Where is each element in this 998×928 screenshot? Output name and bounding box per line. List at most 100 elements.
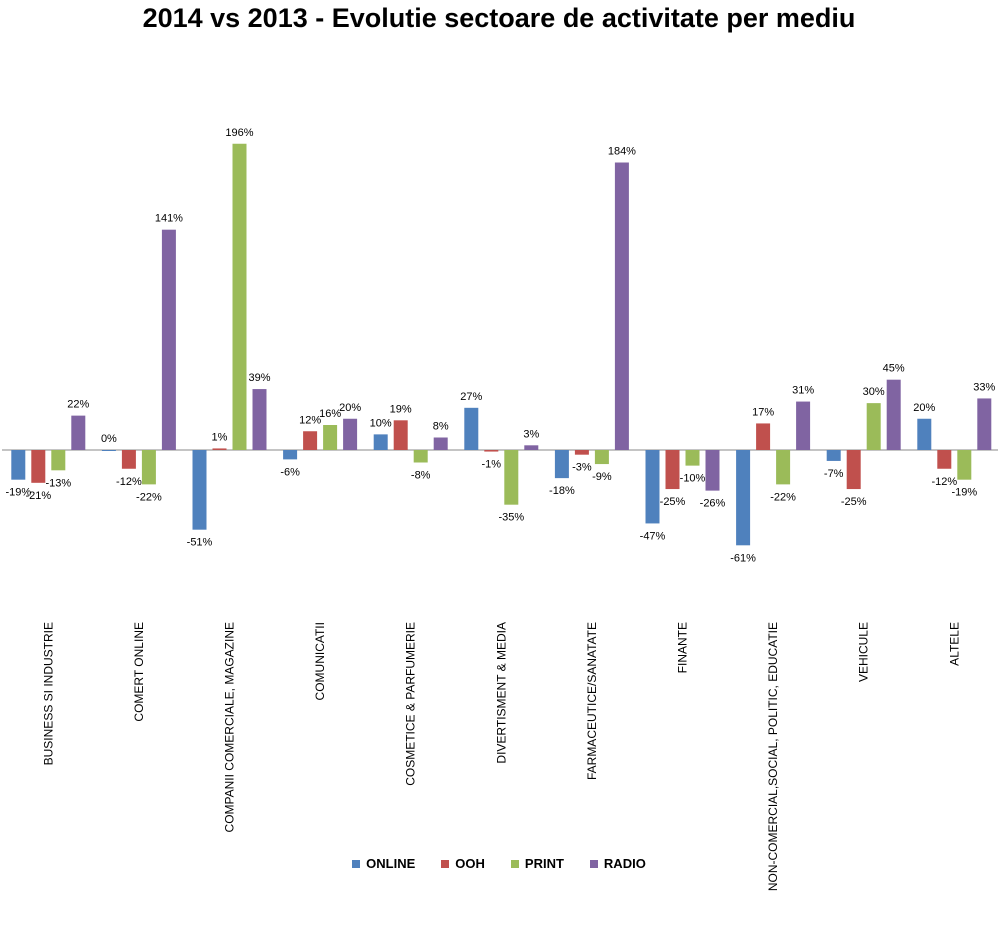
- bar-print-3: [323, 425, 338, 450]
- bar-print-8: [776, 450, 791, 485]
- bar-radio-0: [71, 415, 86, 450]
- data-label-radio-1: 141%: [155, 213, 183, 225]
- bar-online-4: [373, 434, 388, 450]
- bar-ooh-10: [937, 450, 952, 469]
- legend-swatch: [589, 859, 598, 868]
- data-label-online-7: -47%: [640, 530, 666, 542]
- legend-swatch: [510, 859, 519, 868]
- data-label-print-10: -19%: [951, 487, 977, 499]
- bar-print-0: [51, 450, 66, 471]
- bar-print-9: [866, 403, 881, 450]
- data-label-print-6: -9%: [592, 471, 612, 483]
- bar-ooh-6: [574, 450, 589, 455]
- data-label-online-0: -19%: [5, 487, 31, 499]
- data-label-print-1: -22%: [136, 491, 162, 503]
- category-label-4: COSMETICE & PARFUMERIE: [404, 622, 418, 786]
- data-label-print-7: -10%: [680, 473, 706, 485]
- data-label-radio-6: 184%: [608, 146, 636, 158]
- chart-title: 2014 vs 2013 - Evolutie sectoare de acti…: [142, 3, 856, 33]
- data-label-print-2: 196%: [225, 127, 253, 139]
- bar-print-2: [232, 143, 247, 450]
- bar-online-8: [736, 450, 751, 546]
- legend-label: OOH: [455, 856, 485, 871]
- legend-label: RADIO: [603, 856, 646, 871]
- bar-radio-6: [614, 162, 629, 450]
- category-label-3: COMUNICATII: [313, 622, 327, 700]
- data-label-radio-9: 45%: [883, 363, 905, 375]
- bar-radio-5: [524, 445, 539, 450]
- bar-online-5: [464, 407, 479, 450]
- bar-radio-2: [252, 389, 267, 450]
- data-label-online-3: -6%: [280, 466, 300, 478]
- data-label-print-5: -35%: [498, 512, 524, 524]
- data-label-online-9: -7%: [824, 468, 844, 480]
- bar-print-10: [957, 450, 972, 480]
- category-label-7: FINANTE: [676, 622, 690, 673]
- data-label-radio-5: 3%: [523, 428, 539, 440]
- bar-online-1: [101, 450, 116, 451]
- legend-item-radio: RADIO: [589, 856, 646, 871]
- legend-label: PRINT: [524, 856, 564, 871]
- bar-ooh-7: [665, 450, 680, 490]
- bar-radio-9: [886, 379, 901, 450]
- bar-print-1: [141, 450, 156, 485]
- bar-radio-4: [433, 437, 448, 450]
- bar-ooh-1: [121, 450, 136, 469]
- category-label-1: COMERT ONLINE: [132, 622, 146, 722]
- data-label-online-8: -61%: [730, 552, 756, 564]
- data-label-radio-0: 22%: [67, 399, 89, 411]
- bar-online-6: [554, 450, 569, 479]
- bar-ooh-5: [484, 450, 499, 452]
- category-label-6: FARMACEUTICE/SANATATE: [585, 622, 599, 780]
- category-label-9: VEHICULE: [857, 622, 871, 682]
- data-label-radio-7: -26%: [700, 498, 726, 510]
- bar-radio-3: [343, 418, 358, 450]
- category-label-10: ALTELE: [947, 622, 961, 666]
- bar-online-3: [283, 450, 298, 460]
- bar-radio-7: [705, 450, 720, 491]
- category-label-5: DIVERTISMENT & MEDIA: [494, 622, 508, 764]
- data-label-radio-2: 39%: [248, 372, 270, 384]
- data-label-print-3: 16%: [319, 408, 341, 420]
- bar-ooh-9: [846, 450, 861, 490]
- bar-radio-10: [977, 398, 992, 450]
- bar-online-0: [11, 450, 26, 480]
- category-label-8: NON-COMERCIAL,SOCIAL, POLITIC, EDUCATIE: [766, 622, 780, 891]
- bar-print-5: [504, 450, 519, 505]
- data-label-ooh-0: -21%: [25, 490, 51, 502]
- data-label-online-2: -51%: [187, 537, 213, 549]
- data-label-ooh-9: -25%: [841, 496, 867, 508]
- bar-online-2: [192, 450, 207, 530]
- data-label-radio-3: 20%: [339, 402, 361, 414]
- bar-ooh-4: [393, 420, 408, 450]
- data-label-ooh-7: -25%: [660, 496, 686, 508]
- category-label-0: BUSINESS SI INDUSTRIE: [41, 622, 55, 765]
- data-label-ooh-8: 17%: [752, 406, 774, 418]
- data-label-online-6: -18%: [549, 485, 575, 497]
- data-label-ooh-6: -3%: [572, 462, 592, 474]
- data-label-ooh-3: 12%: [299, 414, 321, 426]
- data-label-online-5: 27%: [460, 391, 482, 403]
- bar-print-4: [413, 450, 428, 463]
- bar-online-9: [826, 450, 841, 461]
- bar-online-10: [917, 418, 932, 450]
- category-label-2: COMPANII COMERCIALE, MAGAZINE: [223, 622, 237, 832]
- data-label-ooh-5: -1%: [482, 459, 502, 471]
- data-label-ooh-2: 1%: [212, 431, 228, 443]
- data-label-print-8: -22%: [770, 491, 796, 503]
- legend-swatch: [441, 859, 450, 868]
- bar-radio-8: [796, 401, 811, 450]
- legend-swatch: [352, 859, 361, 868]
- legend-label: ONLINE: [366, 856, 416, 871]
- bar-ooh-3: [303, 431, 318, 450]
- bar-print-7: [685, 450, 700, 466]
- bar-ooh-8: [756, 423, 771, 450]
- bar-ooh-2: [212, 448, 227, 450]
- data-label-ooh-1: -12%: [116, 476, 142, 488]
- data-label-radio-4: 8%: [433, 421, 449, 433]
- data-label-online-4: 10%: [370, 417, 392, 429]
- bar-online-7: [645, 450, 660, 524]
- data-label-online-10: 20%: [913, 402, 935, 414]
- bar-ooh-0: [31, 450, 46, 483]
